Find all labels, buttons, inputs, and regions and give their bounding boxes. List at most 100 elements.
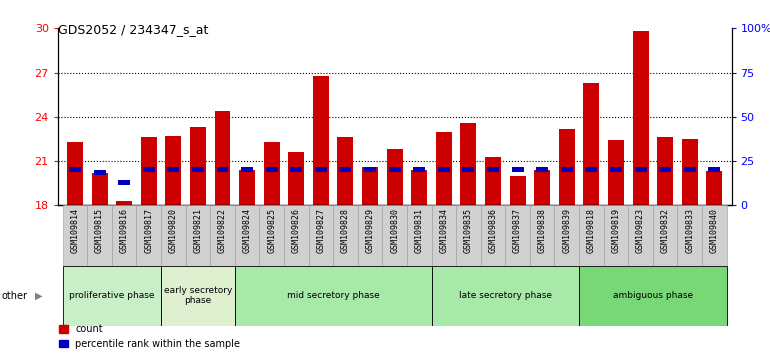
Bar <box>387 149 403 205</box>
Text: early secretory
phase: early secretory phase <box>164 286 232 305</box>
Text: GSM109819: GSM109819 <box>611 208 621 253</box>
Text: GSM109816: GSM109816 <box>119 208 129 253</box>
Bar <box>309 205 333 266</box>
Bar <box>192 167 204 172</box>
Text: GSM109839: GSM109839 <box>562 208 571 253</box>
Bar <box>579 205 604 266</box>
Bar <box>118 180 130 185</box>
Text: GSM109821: GSM109821 <box>193 208 203 253</box>
Text: GSM109834: GSM109834 <box>440 208 448 253</box>
Text: GSM109831: GSM109831 <box>415 208 424 253</box>
Text: GSM109828: GSM109828 <box>341 208 350 253</box>
Text: GSM109825: GSM109825 <box>267 208 276 253</box>
Bar <box>708 167 720 172</box>
Legend: count, percentile rank within the sample: count, percentile rank within the sample <box>59 324 240 349</box>
Text: ambiguous phase: ambiguous phase <box>613 291 693 300</box>
Text: GSM109840: GSM109840 <box>710 208 718 253</box>
Text: GSM109835: GSM109835 <box>464 208 473 253</box>
Bar <box>94 170 105 175</box>
Bar <box>657 137 673 205</box>
Bar <box>534 170 550 205</box>
Bar <box>290 167 303 172</box>
Bar <box>511 167 524 172</box>
Bar <box>681 139 698 205</box>
Bar <box>653 205 678 266</box>
Bar <box>190 127 206 205</box>
Bar <box>186 205 210 266</box>
Bar <box>383 205 407 266</box>
Bar <box>216 167 229 172</box>
Bar <box>266 167 278 172</box>
Bar <box>407 205 431 266</box>
Bar <box>259 205 284 266</box>
Bar <box>288 152 304 205</box>
Bar <box>554 205 579 266</box>
Text: GSM109833: GSM109833 <box>685 208 695 253</box>
Bar <box>505 205 530 266</box>
Bar <box>608 141 624 205</box>
Text: GSM109826: GSM109826 <box>292 208 301 253</box>
Bar <box>431 205 456 266</box>
Bar <box>706 171 722 205</box>
Bar <box>141 137 157 205</box>
Bar <box>116 201 132 205</box>
Bar <box>456 205 480 266</box>
Text: other: other <box>2 291 28 301</box>
Bar <box>167 167 179 172</box>
Text: GSM109838: GSM109838 <box>537 208 547 253</box>
Bar <box>628 205 653 266</box>
Bar <box>634 167 647 172</box>
Bar <box>210 205 235 266</box>
Bar <box>604 205 628 266</box>
Text: GSM109820: GSM109820 <box>169 208 178 253</box>
Bar <box>487 167 499 172</box>
Text: GSM109829: GSM109829 <box>366 208 374 253</box>
Bar <box>358 205 383 266</box>
Text: GSM109822: GSM109822 <box>218 208 227 253</box>
Bar <box>87 205 112 266</box>
Bar <box>561 167 573 172</box>
Bar <box>263 142 280 205</box>
Bar <box>215 111 230 205</box>
Bar <box>411 170 427 205</box>
Bar <box>142 167 155 172</box>
Text: ▶: ▶ <box>35 291 42 301</box>
Text: late secretory phase: late secretory phase <box>459 291 552 300</box>
Text: GDS2052 / 234347_s_at: GDS2052 / 234347_s_at <box>58 23 208 36</box>
Text: GSM109818: GSM109818 <box>587 208 596 253</box>
Bar <box>579 266 727 326</box>
Text: GSM109827: GSM109827 <box>316 208 326 253</box>
Bar <box>67 142 83 205</box>
Bar <box>389 167 400 172</box>
Bar <box>69 167 81 172</box>
Bar <box>702 205 727 266</box>
Text: GSM109815: GSM109815 <box>95 208 104 253</box>
Bar <box>559 129 574 205</box>
Bar <box>510 176 526 205</box>
Text: proliferative phase: proliferative phase <box>69 291 155 300</box>
Text: GSM109832: GSM109832 <box>661 208 670 253</box>
Bar <box>413 167 425 172</box>
Bar <box>632 31 648 205</box>
Bar <box>337 137 353 205</box>
Bar <box>480 205 505 266</box>
Text: mid secretory phase: mid secretory phase <box>286 291 380 300</box>
Bar <box>315 167 326 172</box>
Bar <box>530 205 554 266</box>
Text: GSM109837: GSM109837 <box>513 208 522 253</box>
Bar <box>136 205 161 266</box>
Bar <box>284 205 309 266</box>
Bar <box>241 167 253 172</box>
Bar <box>112 205 136 266</box>
Bar <box>584 83 599 205</box>
Text: GSM109830: GSM109830 <box>390 208 399 253</box>
Bar <box>362 167 378 205</box>
Bar <box>313 75 329 205</box>
Bar <box>161 266 235 326</box>
Bar <box>659 167 671 172</box>
Text: GSM109814: GSM109814 <box>71 208 79 253</box>
Bar <box>536 167 548 172</box>
Text: GSM109836: GSM109836 <box>488 208 497 253</box>
Bar <box>436 132 452 205</box>
Bar <box>92 173 108 205</box>
